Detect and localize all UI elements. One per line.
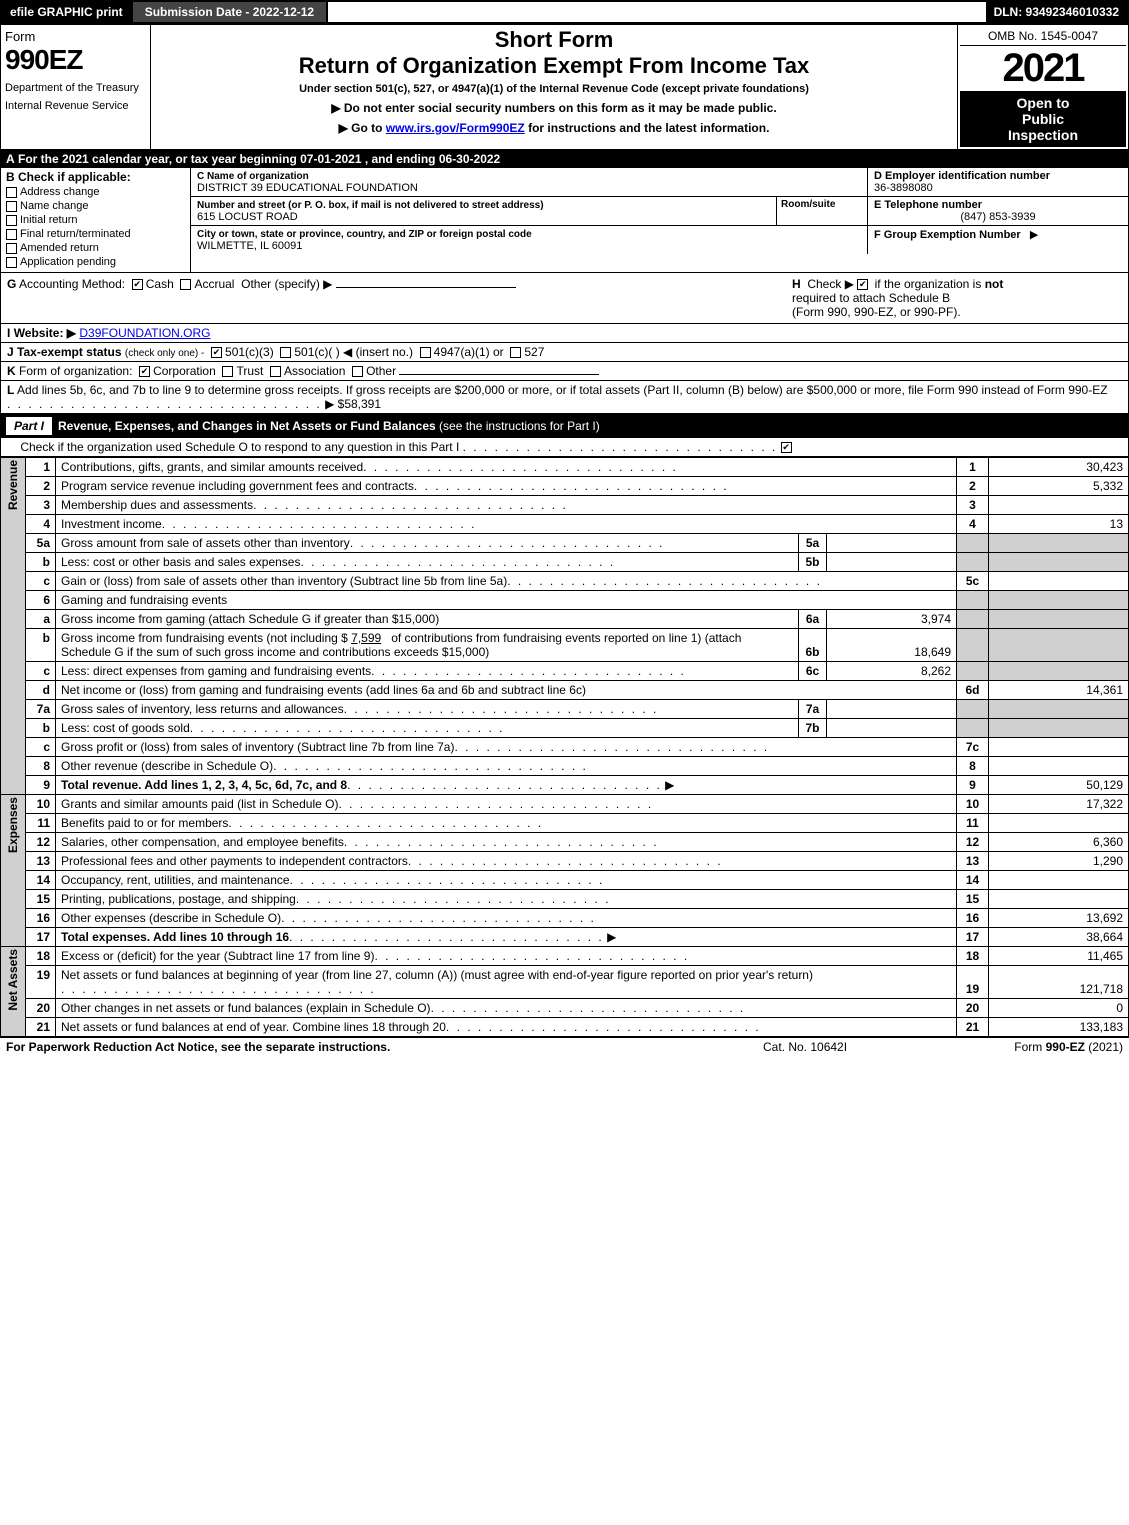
section-h: H Check ▶ if the organization is not req… (792, 277, 1122, 319)
line-6a-val: 3,974 (827, 610, 957, 629)
chk-501c3[interactable] (211, 347, 222, 358)
section-c-city: City or town, state or province, country… (191, 226, 868, 254)
website-link[interactable]: D39FOUNDATION.ORG (79, 326, 210, 340)
dept-treasury: Department of the Treasury (5, 82, 146, 94)
chk-corporation[interactable] (139, 366, 150, 377)
dept-irs: Internal Revenue Service (5, 100, 146, 112)
line-6b-contrib: 7,599 (351, 631, 381, 645)
form-header: Form 990EZ Department of the Treasury In… (0, 24, 1129, 150)
part-tag: Part I (6, 417, 52, 435)
efile-label[interactable]: efile GRAPHIC print (2, 2, 131, 22)
dln-label: DLN: 93492346010332 (986, 2, 1127, 22)
line-19-val: 121,718 (989, 966, 1129, 999)
header-right: OMB No. 1545-0047 2021 Open to Public In… (958, 25, 1128, 149)
line-10-val: 17,322 (989, 795, 1129, 814)
chk-501c[interactable] (280, 347, 291, 358)
note-ssn: ▶ Do not enter social security numbers o… (157, 101, 951, 115)
chk-address-change[interactable]: Address change (6, 186, 185, 198)
telephone: (847) 853-3939 (874, 211, 1122, 223)
chk-final-return[interactable]: Final return/terminated (6, 228, 185, 240)
irs-link[interactable]: www.irs.gov/Form990EZ (386, 121, 525, 135)
tax-year: 2021 (960, 46, 1126, 91)
chk-name-change[interactable]: Name change (6, 200, 185, 212)
page-footer: For Paperwork Reduction Act Notice, see … (0, 1037, 1129, 1056)
line-20-val: 0 (989, 999, 1129, 1018)
org-name: DISTRICT 39 EDUCATIONAL FOUNDATION (197, 182, 418, 194)
section-cde: C Name of organization DISTRICT 39 EDUCA… (191, 168, 1128, 272)
part-1-check-line: Check if the organization used Schedule … (0, 438, 1129, 457)
open-inspection: Open to Public Inspection (960, 91, 1126, 147)
section-g-h: G Accounting Method: Cash Accrual Other … (0, 273, 1129, 324)
line-6c-val: 8,262 (827, 662, 957, 681)
line-2-val: 5,332 (989, 477, 1129, 496)
header-left: Form 990EZ Department of the Treasury In… (1, 25, 151, 149)
submission-date: Submission Date - 2022-12-12 (131, 2, 328, 22)
street: 615 LOCUST ROAD (197, 211, 298, 223)
chk-amended-return[interactable]: Amended return (6, 242, 185, 254)
form-word: Form (5, 29, 146, 44)
line-16-val: 13,692 (989, 909, 1129, 928)
note-goto-post: for instructions and the latest informat… (525, 121, 770, 135)
section-j: J Tax-exempt status (check only one) - 5… (0, 343, 1129, 362)
city-state-zip: WILMETTE, IL 60091 (197, 240, 302, 252)
section-e: E Telephone number (847) 853-3939 (868, 197, 1128, 225)
title-return: Return of Organization Exempt From Incom… (157, 53, 951, 79)
title-short-form: Short Form (157, 27, 951, 53)
chk-initial-return[interactable]: Initial return (6, 214, 185, 226)
net-assets-side-label: Net Assets (1, 947, 26, 1037)
arrow-icon: ▶ (1030, 229, 1038, 241)
revenue-side-label: Revenue (1, 458, 26, 795)
section-l: L Add lines 5b, 6c, and 7b to line 9 to … (0, 381, 1129, 414)
gross-receipts: 58,391 (344, 397, 381, 411)
chk-accrual[interactable] (180, 279, 191, 290)
section-a: A For the 2021 calendar year, or tax yea… (0, 150, 1129, 168)
line-4-val: 13 (989, 515, 1129, 534)
line-6d-val: 14,361 (989, 681, 1129, 700)
chk-schedule-b[interactable] (857, 279, 868, 290)
section-b: B Check if applicable: Address change Na… (1, 168, 191, 272)
form-number: 990EZ (5, 44, 146, 76)
section-k: K Form of organization: Corporation Trus… (0, 362, 1129, 381)
section-f: F Group Exemption Number ▶ (868, 226, 1128, 254)
section-i: I Website: ▶ D39FOUNDATION.ORG (0, 324, 1129, 343)
room-suite: Room/suite (777, 197, 867, 225)
section-c-street: Number and street (or P. O. box, if mail… (191, 197, 777, 225)
footer-left: For Paperwork Reduction Act Notice, see … (6, 1040, 763, 1054)
omb-number: OMB No. 1545-0047 (960, 27, 1126, 46)
ein: 36-3898080 (874, 182, 933, 194)
chk-4947[interactable] (420, 347, 431, 358)
chk-association[interactable] (270, 366, 281, 377)
line-1-desc: Contributions, gifts, grants, and simila… (56, 458, 957, 477)
line-13-val: 1,290 (989, 852, 1129, 871)
part-1-table: Revenue 1 Contributions, gifts, grants, … (0, 457, 1129, 1037)
section-b-to-f: B Check if applicable: Address change Na… (0, 168, 1129, 273)
note-goto: ▶ Go to www.irs.gov/Form990EZ for instru… (157, 121, 951, 135)
section-g: G Accounting Method: Cash Accrual Other … (7, 277, 792, 319)
line-6b-val: 18,649 (827, 629, 957, 662)
expenses-side-label: Expenses (1, 795, 26, 947)
chk-527[interactable] (510, 347, 521, 358)
header-center: Short Form Return of Organization Exempt… (151, 25, 958, 149)
chk-cash[interactable] (132, 279, 143, 290)
chk-other-org[interactable] (352, 366, 363, 377)
footer-center: Cat. No. 10642I (763, 1040, 943, 1054)
chk-trust[interactable] (222, 366, 233, 377)
line-1-val: 30,423 (989, 458, 1129, 477)
line-9-val: 50,129 (989, 776, 1129, 795)
line-21-val: 133,183 (989, 1018, 1129, 1037)
section-d: D Employer identification number 36-3898… (868, 168, 1128, 196)
note-goto-pre: ▶ Go to (339, 121, 386, 135)
chk-application-pending[interactable]: Application pending (6, 256, 185, 268)
line-12-val: 6,360 (989, 833, 1129, 852)
section-c-name: C Name of organization DISTRICT 39 EDUCA… (191, 168, 868, 196)
line-17-val: 38,664 (989, 928, 1129, 947)
chk-schedule-o[interactable] (781, 442, 792, 453)
footer-right: Form 990-EZ (2021) (943, 1040, 1123, 1054)
part-1-header: Part I Revenue, Expenses, and Changes in… (0, 414, 1129, 438)
subtitle: Under section 501(c), 527, or 4947(a)(1)… (157, 83, 951, 95)
line-18-val: 11,465 (989, 947, 1129, 966)
top-bar: efile GRAPHIC print Submission Date - 20… (0, 0, 1129, 24)
